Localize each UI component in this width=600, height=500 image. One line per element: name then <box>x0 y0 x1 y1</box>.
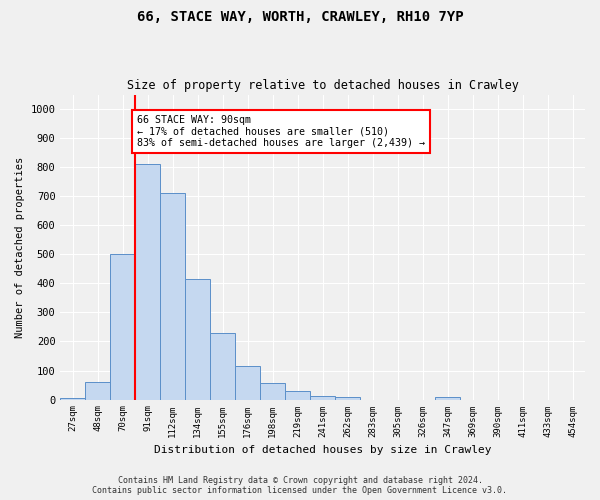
Text: 66, STACE WAY, WORTH, CRAWLEY, RH10 7YP: 66, STACE WAY, WORTH, CRAWLEY, RH10 7YP <box>137 10 463 24</box>
Bar <box>160 194 185 400</box>
Bar <box>335 397 360 400</box>
Bar <box>61 398 85 400</box>
Bar <box>185 279 210 400</box>
X-axis label: Distribution of detached houses by size in Crawley: Distribution of detached houses by size … <box>154 445 491 455</box>
Bar <box>110 254 136 400</box>
Bar <box>235 366 260 400</box>
Bar <box>210 332 235 400</box>
Bar <box>85 382 110 400</box>
Text: 66 STACE WAY: 90sqm
← 17% of detached houses are smaller (510)
83% of semi-detac: 66 STACE WAY: 90sqm ← 17% of detached ho… <box>137 115 425 148</box>
Bar <box>310 396 335 400</box>
Bar <box>285 392 310 400</box>
Text: Contains HM Land Registry data © Crown copyright and database right 2024.
Contai: Contains HM Land Registry data © Crown c… <box>92 476 508 495</box>
Bar <box>435 397 460 400</box>
Bar <box>136 164 160 400</box>
Y-axis label: Number of detached properties: Number of detached properties <box>15 156 25 338</box>
Title: Size of property relative to detached houses in Crawley: Size of property relative to detached ho… <box>127 79 518 92</box>
Bar <box>260 383 285 400</box>
